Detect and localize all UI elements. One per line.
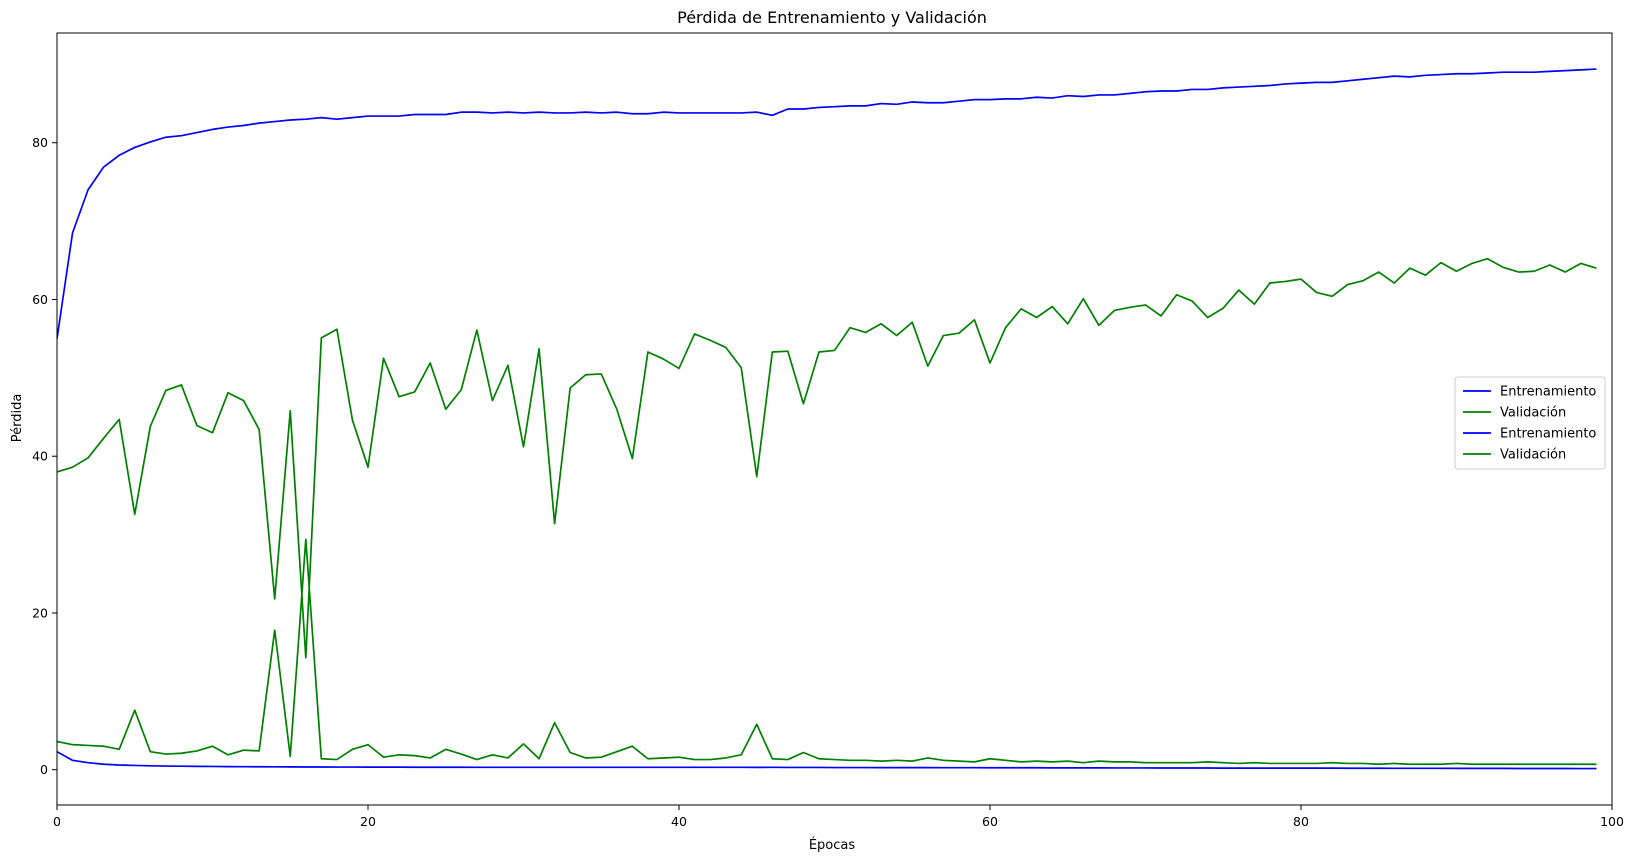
x-tick-label: 40: [671, 814, 687, 829]
chart-title: Pérdida de Entrenamiento y Validación: [677, 8, 987, 27]
x-tick-label: 0: [53, 814, 61, 829]
legend-entry: Validación: [1500, 406, 1566, 421]
y-tick-label: 80: [32, 135, 48, 150]
plot-frame: [56, 32, 1613, 806]
series-line-2: [57, 257, 1597, 659]
legend-entry: Validación: [1500, 448, 1566, 463]
legend-entry: Entrenamiento: [1500, 427, 1596, 442]
y-tick-label: 20: [32, 605, 48, 620]
y-tick-label: 40: [32, 449, 48, 464]
x-axis-label: Épocas: [809, 837, 856, 853]
x-tick-label: 20: [360, 814, 376, 829]
legend-entry: Entrenamiento: [1500, 385, 1596, 400]
y-tick-label: 0: [40, 762, 48, 777]
series-line-4: [57, 538, 1597, 766]
x-tick-label: 60: [982, 814, 998, 829]
y-tick-label: 60: [32, 292, 48, 307]
x-axis: 0 20 40 60 80 100: [53, 805, 1624, 829]
plot-area: [56, 32, 1613, 806]
y-axis-label: Pérdida: [10, 394, 25, 443]
y-axis: 0 20 40 60 80: [32, 135, 57, 777]
legend-box: [1454, 376, 1606, 470]
x-tick-label: 80: [1293, 814, 1309, 829]
series-line-1: [57, 68, 1597, 339]
series-line-3: [57, 750, 1597, 770]
x-tick-label: 100: [1600, 814, 1624, 829]
legend: Entrenamiento Validación Entrenamiento Vali…: [1454, 376, 1606, 470]
